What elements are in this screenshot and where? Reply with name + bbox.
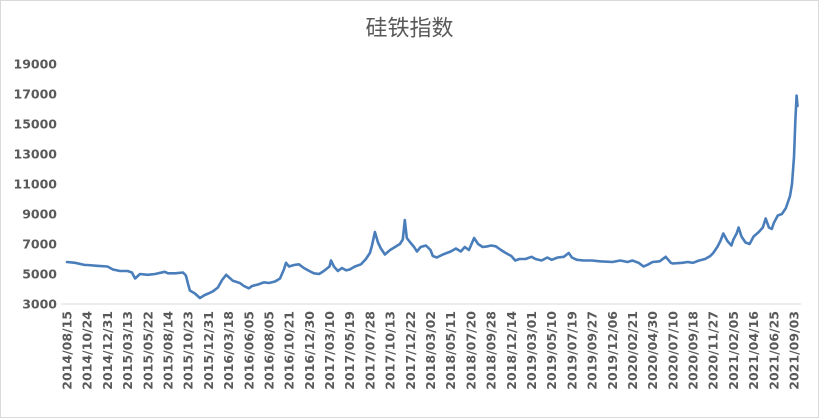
x-tick-label: 2017/10/13: [383, 311, 398, 390]
x-tick-label: 2018/03/02: [423, 311, 438, 390]
y-tick-label: 19000: [14, 57, 58, 72]
y-tick-label: 15000: [14, 117, 58, 132]
series-line: [65, 94, 799, 300]
x-tick-label: 2015/05/22: [140, 311, 155, 390]
x-tick-label: 2016/08/05: [261, 311, 276, 390]
x-tick-label: 2019/03/01: [524, 311, 539, 390]
chart-title: 硅铁指数: [365, 17, 453, 42]
x-tick-label: 2017/03/10: [322, 311, 337, 390]
x-tick-label: 2018/12/14: [504, 311, 519, 390]
x-tick-label: 2021/02/05: [726, 311, 741, 390]
y-tick-label: 3000: [22, 297, 57, 312]
x-tick-label: 2017/07/28: [362, 311, 377, 390]
x-tick-label: 2014/10/24: [80, 311, 95, 390]
x-tick-label: 2021/04/16: [746, 311, 761, 390]
x-tick-label: 2020/02/21: [625, 311, 640, 390]
x-tick-label: 2019/12/06: [605, 311, 620, 390]
x-tick-label: 2020/09/18: [686, 311, 701, 390]
x-tick-label: 2018/05/11: [443, 311, 458, 390]
x-tick-label: 2017/12/22: [403, 311, 418, 390]
x-tick-label: 2015/10/23: [181, 311, 196, 390]
x-tick-label: 2017/05/19: [342, 311, 357, 390]
x-tick-label: 2015/03/13: [120, 311, 135, 390]
x-tick-label: 2019/07/19: [564, 311, 579, 390]
x-tick-label: 2016/12/30: [302, 311, 317, 390]
x-axis-tick-labels: 2014/08/15 2014/10/24 2014/12/31 2015/03/13…: [60, 311, 802, 390]
x-tick-label: 2021/06/25: [766, 311, 781, 390]
x-tick-label: 2020/11/27: [706, 311, 721, 390]
x-tick-label: 2014/08/15: [60, 311, 75, 390]
y-tick-label: 9000: [22, 207, 57, 222]
y-tick-label: 5000: [22, 267, 57, 282]
x-tick-label: 2019/05/10: [544, 311, 559, 390]
x-tick-label: 2016/03/18: [221, 311, 236, 390]
x-tick-label: 2016/06/05: [241, 311, 256, 390]
x-tick-label: 2020/07/10: [665, 311, 680, 390]
x-tick-label: 2014/12/31: [100, 311, 115, 390]
y-tick-label: 7000: [22, 237, 57, 252]
y-axis-tick-labels: 3000 5000 7000 9000 11000 13000 15000 17000 1900…: [14, 57, 58, 312]
y-tick-label: 11000: [14, 177, 58, 192]
x-tick-label: 2020/04/30: [645, 311, 660, 390]
y-tick-label: 17000: [14, 87, 58, 102]
x-tick-label: 2015/12/31: [201, 311, 216, 390]
x-tick-label: 2018/07/20: [463, 311, 478, 390]
x-tick-label: 2015/08/14: [161, 311, 176, 390]
y-tick-label: 13000: [14, 147, 58, 162]
x-tick-label: 2018/09/28: [484, 311, 499, 390]
x-tick-label: 2019/09/27: [585, 311, 600, 390]
x-tick-label: 2016/10/21: [282, 311, 297, 390]
x-tick-label: 2021/09/03: [787, 311, 802, 390]
